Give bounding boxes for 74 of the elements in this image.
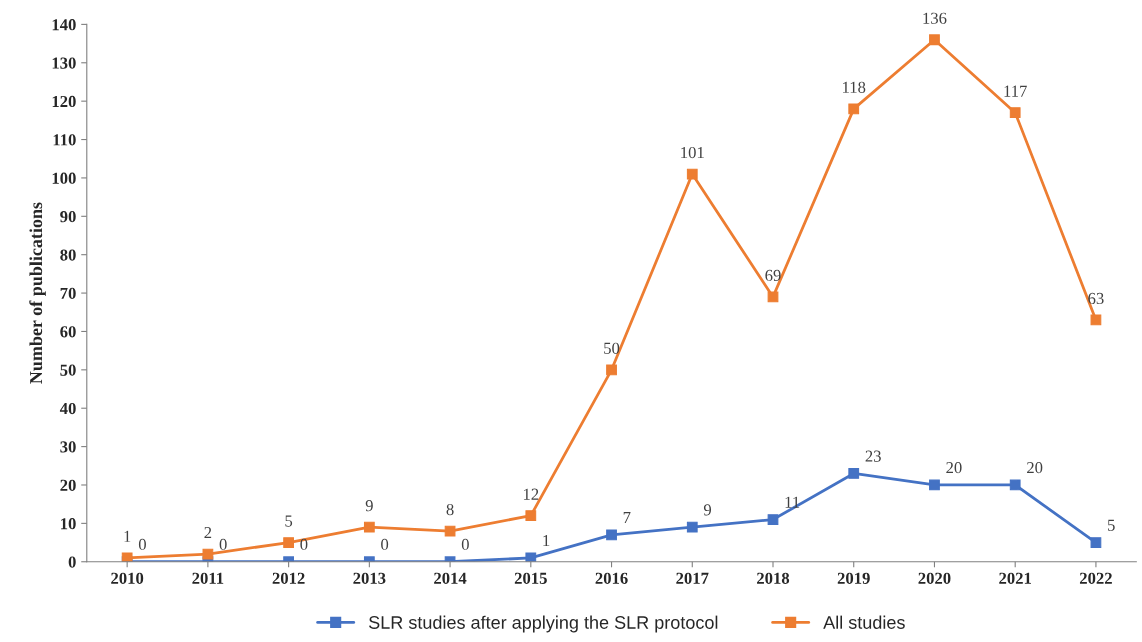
data-label: 9 — [365, 500, 373, 512]
x-tick-label: 2019 — [837, 572, 870, 584]
y-tick-label: 20 — [60, 479, 76, 491]
data-label: 12 — [523, 488, 539, 500]
data-label: 63 — [1088, 292, 1104, 305]
data-label: 118 — [843, 81, 866, 93]
x-tick-label: 2012 — [272, 572, 305, 584]
point — [121, 552, 133, 562]
point — [848, 468, 860, 479]
y-tick-label: 0 — [68, 556, 76, 568]
x-tick-label: 2021 — [999, 572, 1031, 584]
y-tick-label: 100 — [52, 172, 76, 184]
point — [767, 514, 779, 525]
x-tick-label: 2010 — [111, 572, 144, 584]
point — [686, 521, 698, 533]
y-tick-label: 130 — [52, 57, 76, 69]
y-axis-title: Number of publications — [29, 202, 46, 384]
data-label: 5 — [1108, 519, 1115, 531]
y-tick-label: 110 — [53, 134, 76, 146]
point — [848, 103, 860, 115]
data-label: 101 — [681, 146, 704, 159]
data-label: 136 — [923, 12, 947, 24]
data-label: 0 — [461, 538, 469, 551]
y-tick-label: 60 — [60, 326, 76, 338]
point — [606, 364, 617, 376]
x-tick-label: 2016 — [595, 572, 628, 584]
point — [929, 479, 940, 491]
data-label: 5 — [285, 515, 293, 527]
data-label: 1 — [124, 530, 131, 542]
point — [363, 521, 375, 533]
y-tick-label: 50 — [60, 364, 76, 376]
x-tick-label: 2014 — [434, 572, 467, 584]
legend-label: All studies — [823, 615, 905, 629]
data-label: 20 — [1027, 462, 1043, 474]
point — [1090, 537, 1102, 548]
data-label: 0 — [138, 538, 146, 551]
data-label: 1 — [543, 535, 550, 547]
y-tick-label: 140 — [52, 19, 76, 31]
x-tick-label: 2020 — [918, 572, 951, 584]
point — [606, 529, 617, 541]
x-tick-label: 2022 — [1079, 572, 1112, 584]
legend-label: SLR studies after applying the SLR protocol — [369, 615, 718, 633]
x-tick-label: 2015 — [514, 572, 547, 584]
point — [525, 552, 537, 562]
y-tick-label: 90 — [60, 211, 76, 223]
y-tick-label: 30 — [60, 441, 76, 453]
data-label: 69 — [765, 269, 781, 282]
data-label: 0 — [219, 538, 227, 551]
data-label: 50 — [604, 342, 620, 354]
point — [686, 168, 698, 180]
data-label: 2 — [204, 526, 212, 539]
x-tick-label: 2013 — [353, 572, 386, 584]
data-label: 8 — [446, 503, 454, 516]
y-tick-label: 120 — [52, 95, 76, 108]
y-tick-label: 40 — [59, 402, 76, 415]
point — [283, 537, 294, 548]
data-label: 9 — [703, 504, 712, 516]
point — [525, 510, 537, 522]
point — [929, 34, 940, 46]
point — [1009, 107, 1021, 119]
data-label: 0 — [381, 538, 389, 551]
data-label: 7 — [623, 512, 631, 523]
data-label: 23 — [865, 450, 881, 462]
data-label: 11 — [785, 496, 800, 508]
x-tick-label: 2017 — [676, 572, 709, 584]
x-tick-label: 2018 — [757, 572, 790, 584]
data-label: 0 — [300, 538, 308, 551]
x-tick-label: 2011 — [192, 572, 224, 584]
point — [1009, 479, 1021, 491]
data-label: 20 — [946, 462, 962, 474]
y-tick-label: 80 — [60, 249, 76, 261]
y-tick-label: 10 — [61, 518, 76, 530]
y-tick-label: 70 — [60, 287, 76, 300]
data-label: 117 — [1004, 85, 1027, 97]
